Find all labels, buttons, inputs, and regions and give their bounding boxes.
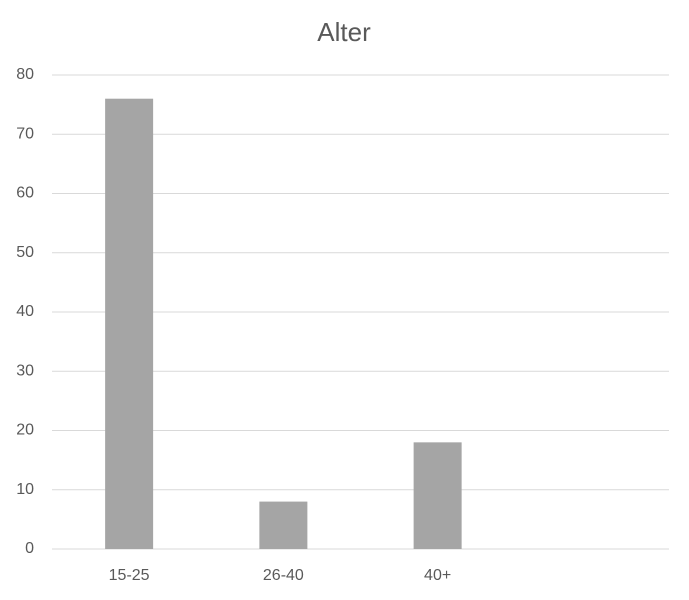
y-tick-label: 60 bbox=[16, 185, 34, 202]
bar bbox=[105, 98, 154, 549]
y-tick-label: 70 bbox=[16, 125, 34, 142]
x-tick-label: 40+ bbox=[424, 567, 451, 584]
x-tick-label: 15-25 bbox=[109, 567, 150, 584]
bar bbox=[413, 442, 462, 549]
y-tick-label: 50 bbox=[16, 244, 34, 261]
x-tick-label: 26-40 bbox=[263, 567, 304, 584]
y-tick-label: 30 bbox=[16, 362, 34, 379]
y-tick-label: 20 bbox=[16, 422, 34, 439]
y-tick-label: 0 bbox=[25, 540, 34, 557]
y-tick-label: 80 bbox=[16, 66, 34, 83]
y-tick-label: 10 bbox=[16, 481, 34, 498]
bar bbox=[259, 501, 308, 549]
y-tick-label: 40 bbox=[16, 303, 34, 320]
chart-title: Alter bbox=[317, 17, 371, 47]
